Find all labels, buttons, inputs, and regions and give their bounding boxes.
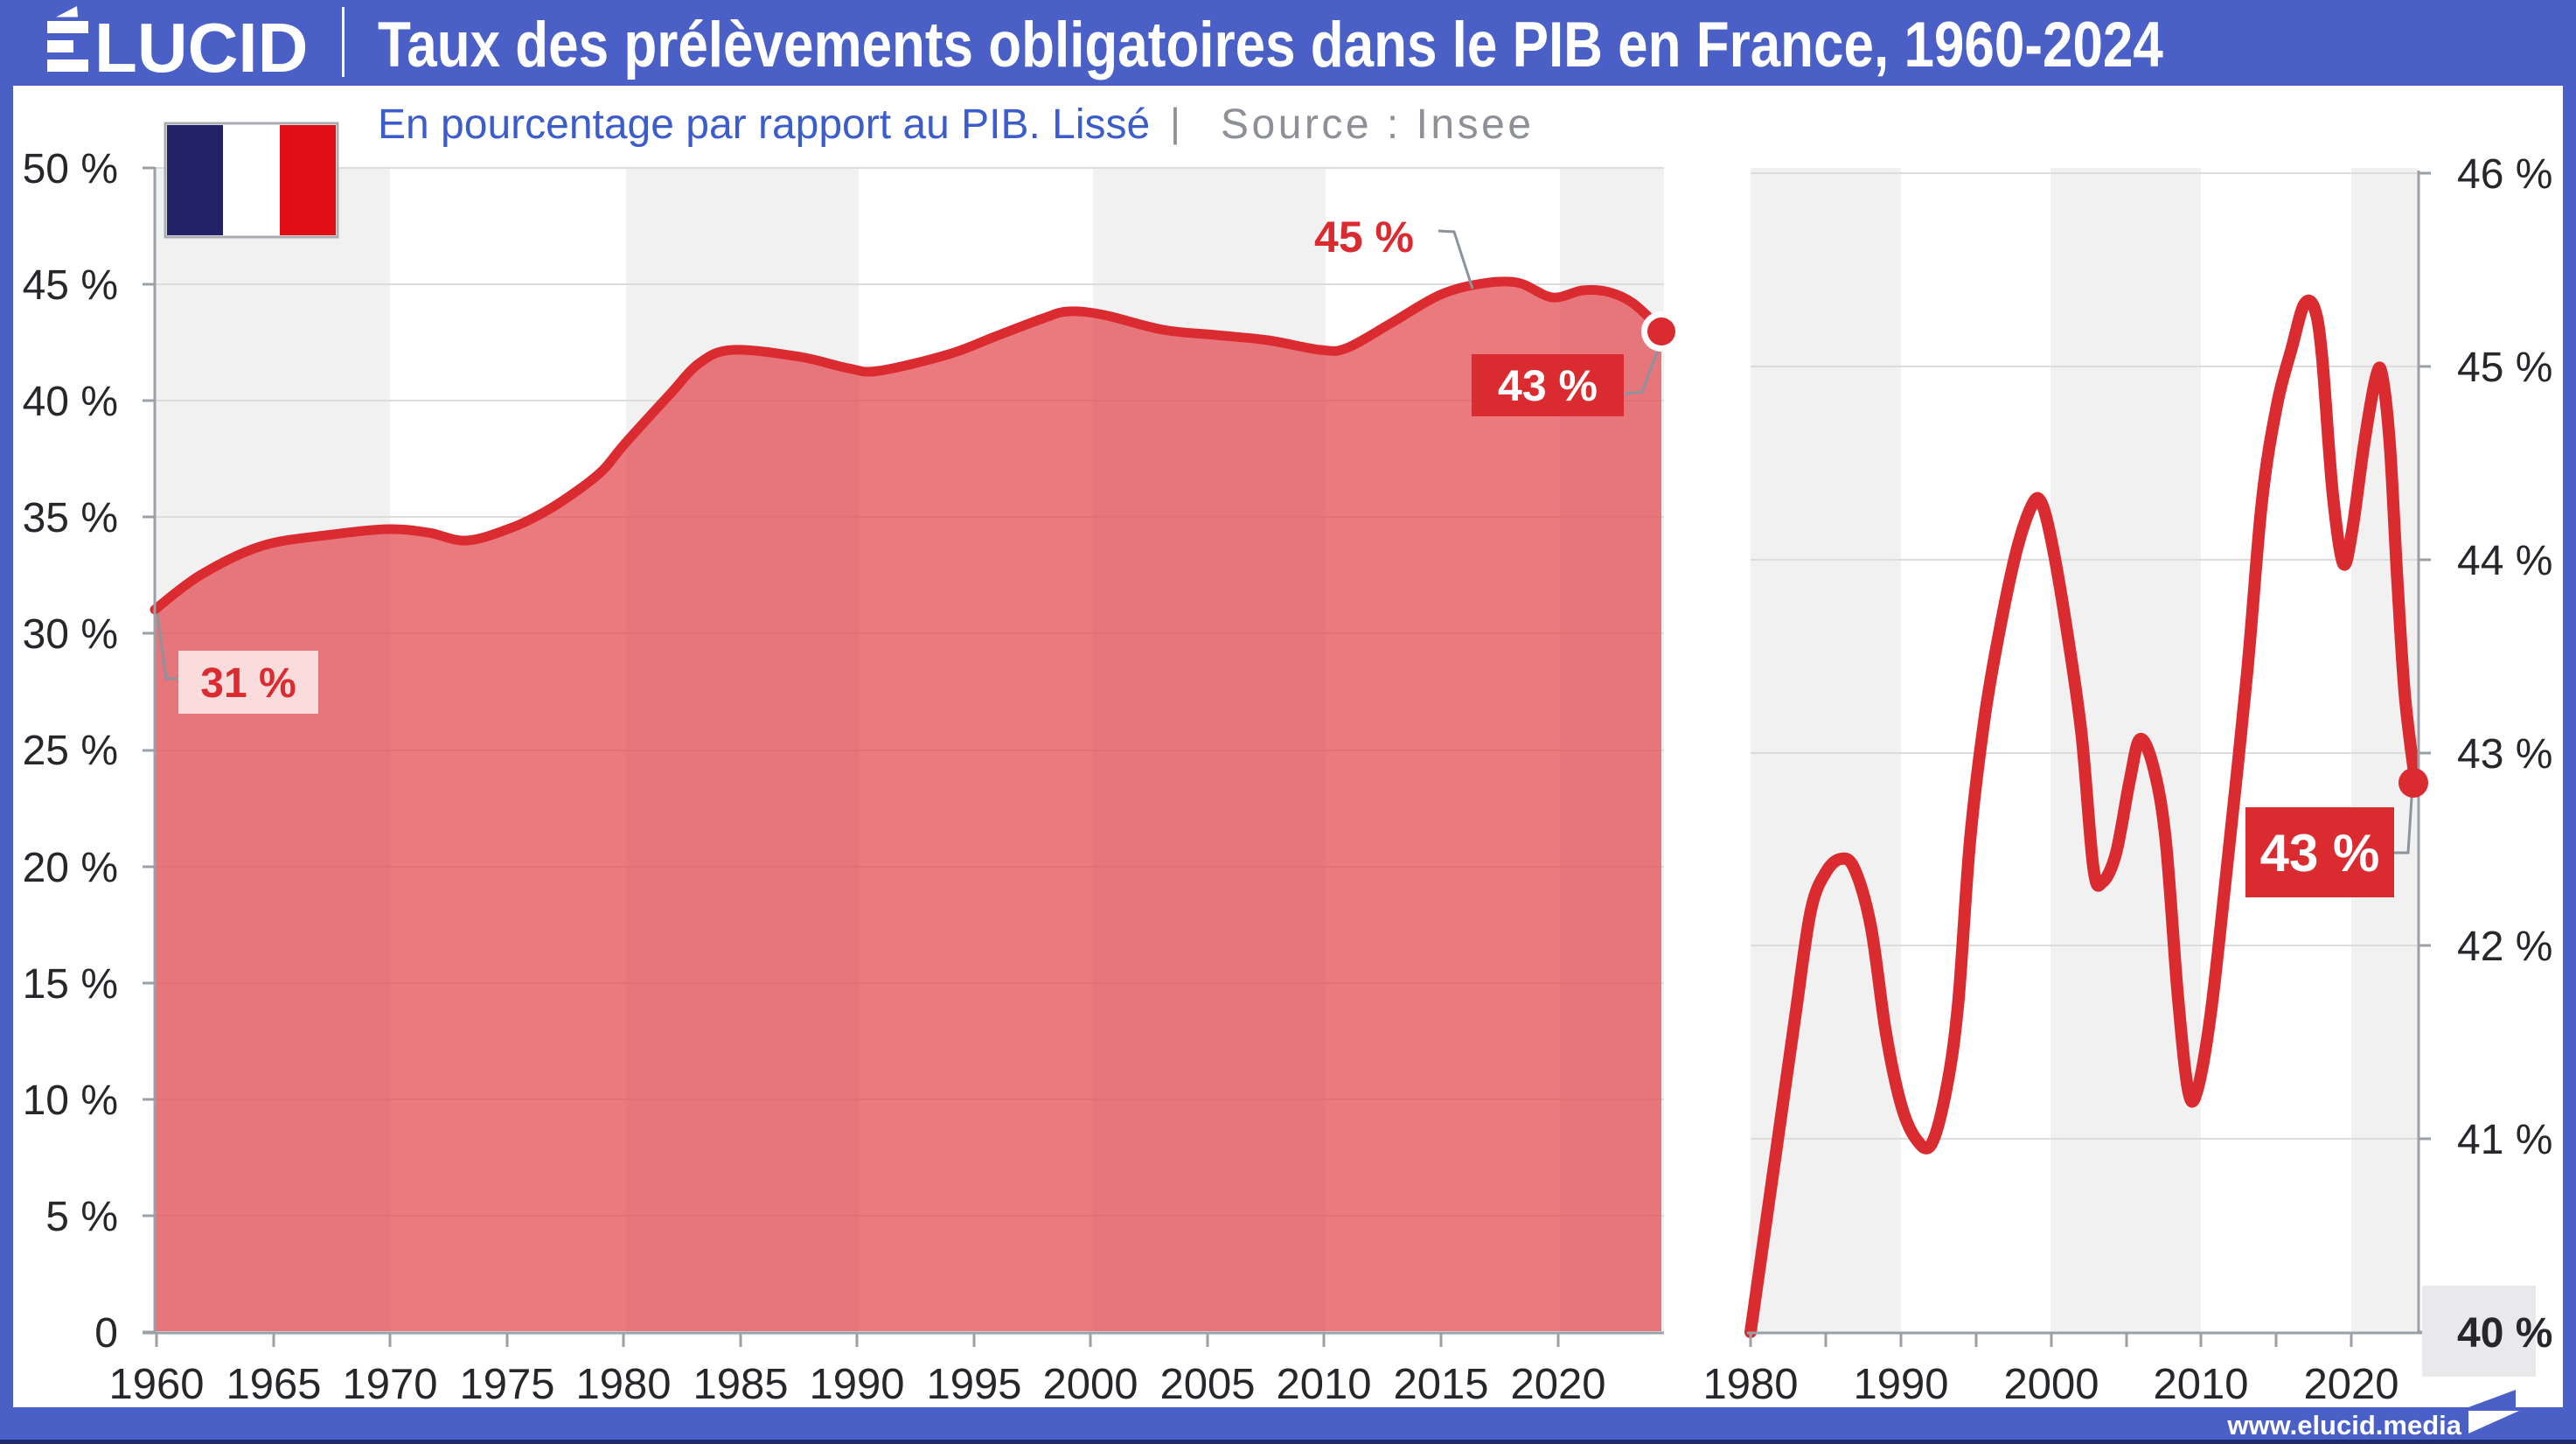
svg-text:1960: 1960 xyxy=(108,1361,204,1408)
svg-text:43 %: 43 % xyxy=(2260,824,2380,882)
svg-text:1980: 1980 xyxy=(1702,1361,1798,1408)
svg-text:www.elucid.media: www.elucid.media xyxy=(2226,1410,2461,1441)
svg-text:2000: 2000 xyxy=(1042,1361,1138,1408)
svg-text:35 %: 35 % xyxy=(23,495,118,541)
svg-text:|: | xyxy=(1170,100,1180,145)
svg-text:Taux des prélèvements obligato: Taux des prélèvements obligatoires dans … xyxy=(378,10,2163,80)
svg-text:43 %: 43 % xyxy=(2457,731,2552,778)
svg-text:50 %: 50 % xyxy=(23,146,118,192)
svg-text:30 %: 30 % xyxy=(23,611,118,658)
svg-text:45 %: 45 % xyxy=(2457,345,2552,391)
svg-text:25 %: 25 % xyxy=(23,728,118,774)
svg-text:45 %: 45 % xyxy=(23,262,118,309)
svg-text:43 %: 43 % xyxy=(1498,361,1598,410)
svg-text:45 %: 45 % xyxy=(1314,213,1414,262)
svg-text:2020: 2020 xyxy=(1510,1361,1605,1408)
svg-text:31 %: 31 % xyxy=(200,660,296,707)
svg-text:2000: 2000 xyxy=(2003,1361,2099,1408)
svg-text:Source : Insee: Source : Insee xyxy=(1221,101,1535,148)
svg-text:40 %: 40 % xyxy=(2457,1310,2552,1357)
svg-text:20 %: 20 % xyxy=(23,845,118,891)
svg-text:0: 0 xyxy=(94,1310,118,1357)
svg-text:2010: 2010 xyxy=(2153,1361,2248,1408)
svg-text:2005: 2005 xyxy=(1159,1361,1255,1408)
svg-text:1965: 1965 xyxy=(226,1361,321,1408)
svg-text:41 %: 41 % xyxy=(2457,1117,2552,1163)
svg-text:1995: 1995 xyxy=(926,1361,1021,1408)
svg-text:En pourcentage par rapport au: En pourcentage par rapport au PIB. Lissé xyxy=(378,101,1150,148)
svg-text:10 %: 10 % xyxy=(23,1078,118,1124)
svg-text:1970: 1970 xyxy=(342,1361,437,1408)
svg-text:46 %: 46 % xyxy=(2457,151,2552,198)
svg-text:5 %: 5 % xyxy=(45,1194,118,1240)
svg-text:LUCID: LUCID xyxy=(94,9,308,87)
svg-text:1985: 1985 xyxy=(693,1361,788,1408)
svg-text:1975: 1975 xyxy=(459,1361,554,1408)
svg-text:1990: 1990 xyxy=(1853,1361,1948,1408)
svg-text:40 %: 40 % xyxy=(23,379,118,425)
svg-text:1990: 1990 xyxy=(809,1361,904,1408)
svg-text:2020: 2020 xyxy=(2303,1361,2398,1408)
svg-text:44 %: 44 % xyxy=(2457,538,2552,584)
svg-text:2010: 2010 xyxy=(1276,1361,1371,1408)
svg-text:1980: 1980 xyxy=(575,1361,671,1408)
svg-text:2015: 2015 xyxy=(1393,1361,1488,1408)
svg-text:15 %: 15 % xyxy=(23,961,118,1008)
svg-text:42 %: 42 % xyxy=(2457,924,2552,970)
